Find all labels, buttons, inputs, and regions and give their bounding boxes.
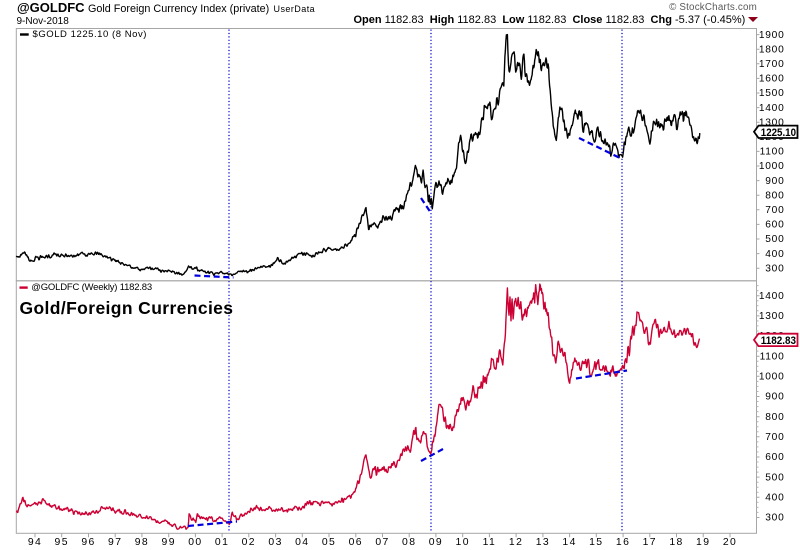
svg-text:97: 97: [108, 537, 122, 548]
svg-text:600: 600: [765, 452, 784, 463]
svg-text:99: 99: [162, 537, 176, 548]
svg-text:1600: 1600: [759, 74, 785, 85]
svg-text:00: 00: [188, 537, 202, 548]
svg-text:01: 01: [215, 537, 229, 548]
svg-text:94: 94: [28, 537, 42, 548]
svg-text:300: 300: [765, 513, 784, 524]
svg-text:1900: 1900: [759, 30, 785, 41]
svg-text:11: 11: [483, 537, 497, 548]
svg-text:700: 700: [765, 432, 784, 443]
svg-text:05: 05: [322, 537, 336, 548]
svg-text:17: 17: [643, 537, 657, 548]
svg-text:1000: 1000: [759, 161, 785, 172]
svg-text:400: 400: [765, 249, 784, 260]
svg-text:1100: 1100: [760, 351, 785, 362]
svg-text:800: 800: [765, 412, 784, 423]
svg-text:98: 98: [135, 537, 149, 548]
svg-text:500: 500: [765, 472, 784, 483]
svg-text:04: 04: [295, 537, 309, 548]
svg-text:600: 600: [765, 220, 784, 231]
svg-text:14: 14: [562, 537, 576, 548]
svg-text:09: 09: [429, 537, 443, 548]
svg-text:20: 20: [723, 537, 737, 548]
svg-text:900: 900: [765, 392, 784, 403]
svg-text:18: 18: [669, 537, 683, 548]
svg-text:1225.10: 1225.10: [761, 127, 796, 139]
svg-text:1400: 1400: [759, 103, 785, 114]
svg-text:800: 800: [765, 190, 784, 201]
svg-text:12: 12: [509, 537, 523, 548]
svg-text:1400: 1400: [759, 291, 785, 302]
svg-text:06: 06: [349, 537, 363, 548]
svg-text:300: 300: [765, 263, 784, 274]
svg-text:08: 08: [402, 537, 416, 548]
svg-text:1700: 1700: [759, 59, 785, 70]
svg-text:500: 500: [765, 234, 784, 245]
svg-text:1300: 1300: [759, 117, 785, 128]
svg-text:96: 96: [81, 537, 95, 548]
svg-text:1500: 1500: [759, 88, 785, 99]
svg-text:95: 95: [55, 537, 69, 548]
svg-text:1300: 1300: [759, 311, 785, 322]
svg-text:1800: 1800: [759, 44, 785, 55]
svg-text:1000: 1000: [759, 372, 785, 383]
svg-text:700: 700: [765, 205, 784, 216]
svg-text:400: 400: [765, 493, 784, 504]
svg-text:1100: 1100: [760, 147, 785, 158]
svg-text:1182.83: 1182.83: [761, 335, 796, 347]
svg-text:10: 10: [456, 537, 470, 548]
svg-text:07: 07: [375, 537, 389, 548]
svg-text:15: 15: [589, 537, 603, 548]
svg-text:900: 900: [765, 176, 784, 187]
svg-text:13: 13: [536, 537, 550, 548]
svg-text:02: 02: [242, 537, 256, 548]
svg-text:16: 16: [616, 537, 630, 548]
svg-text:19: 19: [696, 537, 710, 548]
svg-text:03: 03: [268, 537, 282, 548]
